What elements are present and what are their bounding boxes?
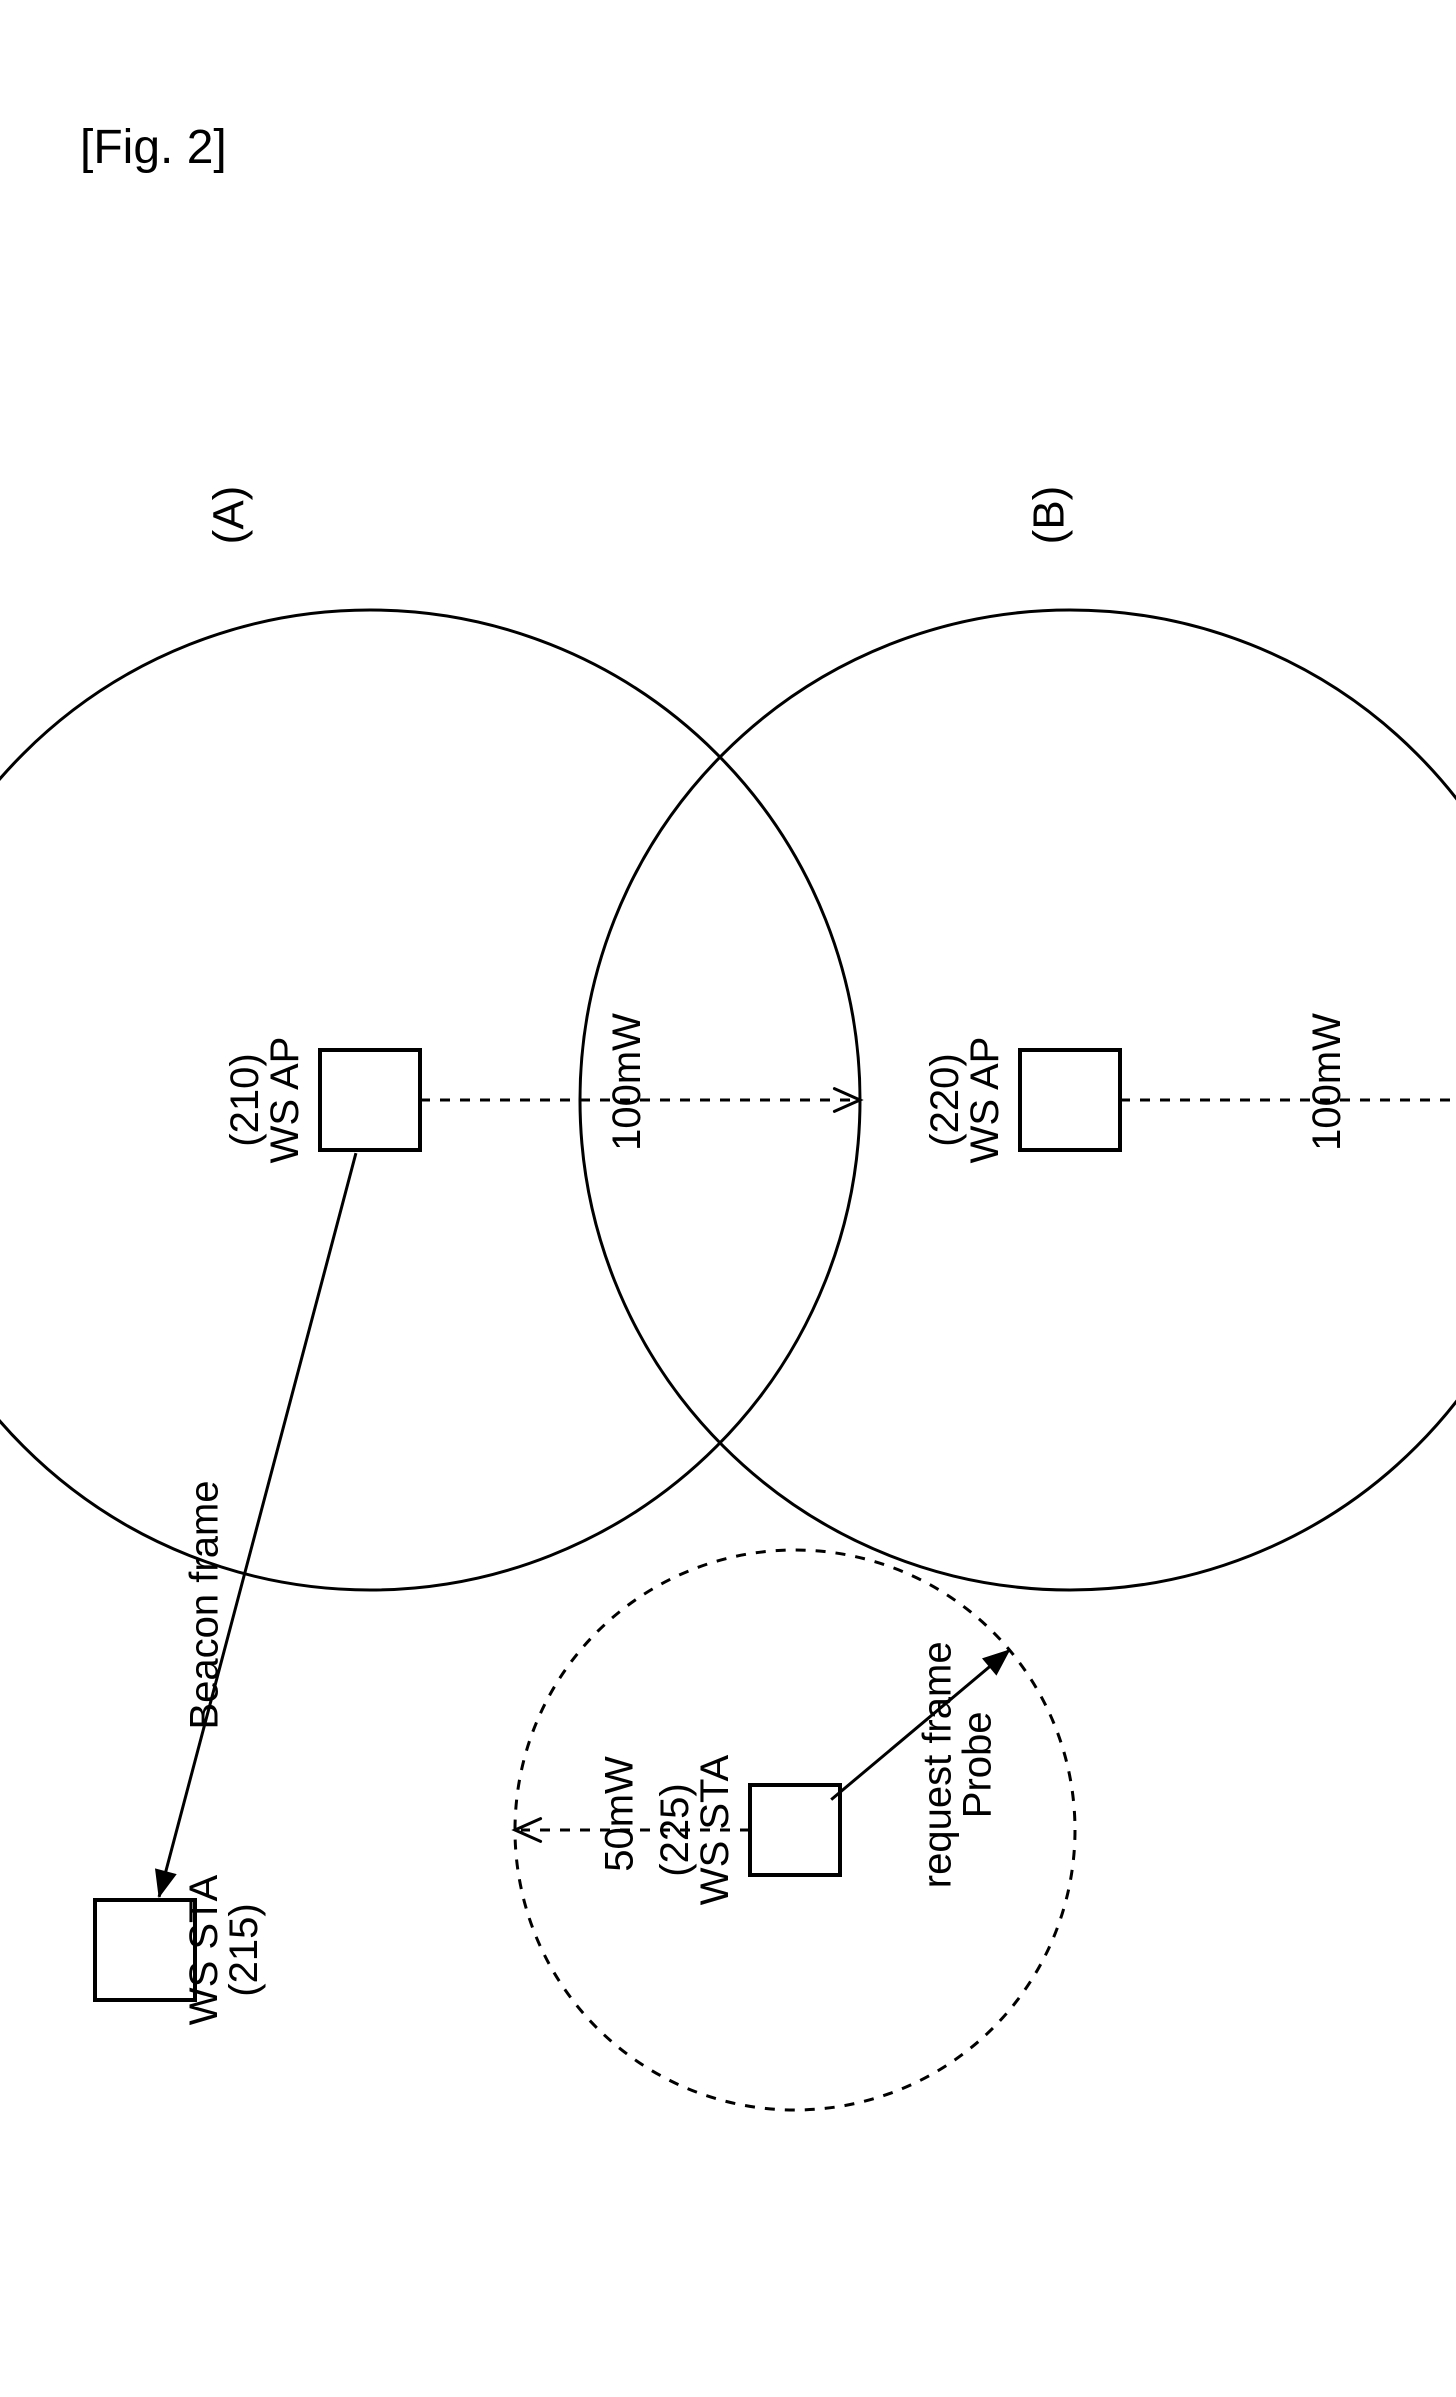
a-sta-id: (215)	[222, 1903, 266, 1996]
b-ap-label: WS AP	[963, 1037, 1007, 1164]
panel-label-b: (B)	[1024, 486, 1074, 545]
figure-caption: [Fig. 2]	[80, 120, 227, 175]
a-ap-power: 100mW	[605, 1013, 649, 1151]
b-sta-power: 50mW	[598, 1756, 642, 1872]
a-beacon-label: Beacon frame	[183, 1480, 227, 1729]
b-probe-label-2: request frame	[915, 1641, 959, 1888]
panel-label-a: (A)	[204, 486, 254, 545]
diagram-svg: WS AP(210)100mWWS STA(215)Beacon frameWS…	[0, 0, 1456, 2397]
b-sta-label: WS STA	[693, 1754, 737, 1905]
b-ap-power: 100mW	[1305, 1013, 1349, 1151]
a-sta-label: WS STA	[182, 1874, 226, 2025]
b-probe-label-1: Probe	[955, 1711, 999, 1818]
figure-stage: [Fig. 2] (A) (B) WS AP(210)100mWWS STA(2…	[0, 0, 1456, 2397]
b-ap-id: (220)	[923, 1053, 967, 1146]
b-sta-id: (225)	[653, 1783, 697, 1876]
a-ap-id: (210)	[223, 1053, 267, 1146]
a-ap-label: WS AP	[263, 1037, 307, 1164]
